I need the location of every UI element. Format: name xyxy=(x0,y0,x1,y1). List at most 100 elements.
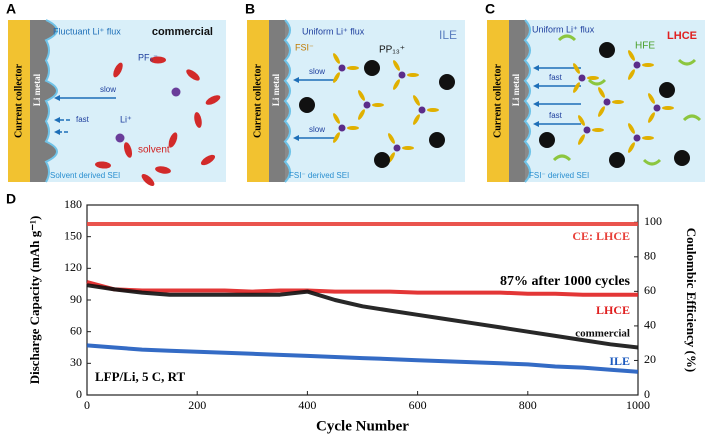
hfe-molecule xyxy=(552,154,572,162)
panel-text: PF₆⁻ xyxy=(138,52,158,62)
arrow-head xyxy=(54,117,60,123)
solvent-molecule xyxy=(150,56,166,64)
panel-text: PP₁₃⁺ xyxy=(379,45,405,56)
y-tick-label: 150 xyxy=(64,228,82,242)
sei-label: FSI⁻ derived SEI xyxy=(529,171,589,180)
fsi-anion xyxy=(628,123,635,134)
fsi-anion xyxy=(598,87,605,98)
li-ion xyxy=(633,134,641,142)
solvent-molecule xyxy=(155,166,171,174)
y2-tick-label: 20 xyxy=(644,352,656,366)
li-metal xyxy=(269,20,285,182)
y-tick-label: 180 xyxy=(64,197,82,211)
li-ion xyxy=(583,126,591,134)
series-label: ILE xyxy=(609,354,630,368)
fsi-anion xyxy=(598,106,605,117)
y2-tick-label: 40 xyxy=(644,318,656,332)
li-ion xyxy=(363,101,371,109)
arrow-head xyxy=(533,83,539,89)
solvent-molecule xyxy=(186,69,200,81)
collector xyxy=(8,20,30,182)
li-ion xyxy=(633,61,641,69)
fsi-anion xyxy=(642,136,654,140)
sei-layer xyxy=(283,19,291,183)
panel-text: Uniform Li⁺ flux xyxy=(302,26,365,36)
fsi-anion xyxy=(648,112,655,123)
arrow-head xyxy=(293,135,299,141)
cation xyxy=(674,150,690,166)
arrow-head xyxy=(533,101,539,107)
panel-text: slow xyxy=(309,67,325,76)
panel-text: LHCE xyxy=(667,30,697,42)
li-metal xyxy=(30,20,46,182)
arrow-head xyxy=(293,77,299,83)
panel-label: A xyxy=(6,1,16,17)
fsi-anion xyxy=(573,63,580,74)
cation xyxy=(439,74,455,90)
y-tick-label: 60 xyxy=(70,323,82,337)
solvent-molecule xyxy=(95,161,111,169)
fsi-anion xyxy=(413,114,420,125)
arrow-head xyxy=(533,65,539,71)
annotation: LFP/Li, 5 C, RT xyxy=(95,369,186,384)
fsi-anion xyxy=(388,133,395,144)
y2-tick-label: 100 xyxy=(644,214,662,228)
y2-tick-label: 0 xyxy=(644,387,650,401)
fsi-anion xyxy=(628,50,635,61)
panel-label: B xyxy=(245,1,255,17)
solvent-molecule xyxy=(123,142,133,158)
fsi-anion xyxy=(628,69,635,80)
cation xyxy=(609,152,625,168)
panel-text: ILE xyxy=(439,28,457,42)
collector-label: Current collector xyxy=(13,63,24,138)
sei-label: Solvent derived SEI xyxy=(50,171,120,180)
cation xyxy=(429,132,445,148)
hfe-molecule xyxy=(682,114,702,122)
fsi-anion xyxy=(407,73,419,77)
x-axis-title: Cycle Number xyxy=(316,418,409,434)
panel-text: Fluctuant Li⁺ flux xyxy=(53,26,121,36)
fsi-anion xyxy=(573,82,580,93)
panel-label: C xyxy=(485,1,495,17)
series-line xyxy=(86,283,639,350)
fsi-anion xyxy=(578,134,585,145)
cation xyxy=(374,152,390,168)
x-tick-label: 200 xyxy=(188,398,206,412)
x-tick-label: 400 xyxy=(298,398,316,412)
fsi-anion xyxy=(358,90,365,101)
y-axis-title: Discharge Capacity (mAh g⁻¹) xyxy=(27,216,42,385)
solvent-molecule xyxy=(200,154,216,166)
fsi-anion xyxy=(592,128,604,132)
y2-tick-label: 80 xyxy=(644,249,656,263)
fsi-anion xyxy=(578,115,585,126)
cation xyxy=(599,42,615,58)
fsi-anion xyxy=(393,79,400,90)
li-ion xyxy=(653,104,661,112)
x-tick-label: 600 xyxy=(409,398,427,412)
y-tick-label: 0 xyxy=(76,387,82,401)
arrow-head xyxy=(533,121,539,127)
li-ion xyxy=(171,87,181,97)
fsi-anion xyxy=(642,63,654,67)
y2-tick-label: 60 xyxy=(644,283,656,297)
cation xyxy=(299,97,315,113)
fsi-anion xyxy=(587,76,599,80)
fsi-anion xyxy=(612,100,624,104)
fsi-anion xyxy=(402,146,414,150)
panel-text: fast xyxy=(549,111,563,120)
sei-layer xyxy=(44,19,58,183)
fsi-anion xyxy=(347,66,359,70)
collector-label: Current collector xyxy=(252,63,263,138)
panel-text: fast xyxy=(549,73,563,82)
fsi-anion xyxy=(347,126,359,130)
fsi-anion xyxy=(427,108,439,112)
annotation: 87% after 1000 cycles xyxy=(500,274,631,289)
series-line xyxy=(86,343,639,374)
series-label: commercial xyxy=(575,328,630,340)
fsi-anion xyxy=(393,60,400,71)
cation xyxy=(539,132,555,148)
hfe-molecule xyxy=(557,34,577,42)
fsi-anion xyxy=(662,106,674,110)
li-ion xyxy=(603,98,611,106)
